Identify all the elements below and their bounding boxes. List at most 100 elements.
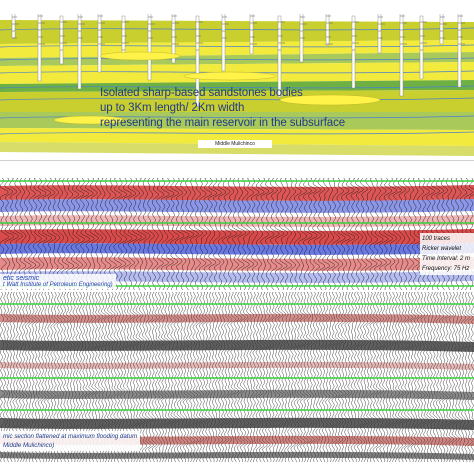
well-log-column [351,15,356,89]
wiggle-trace [241,178,251,290]
wiggle-trace [23,178,32,290]
wiggle-trace [312,292,318,462]
wiggle-trace [198,178,207,290]
wiggle-trace [0,178,9,290]
sandstone-lens [279,94,381,106]
wiggle-trace [435,292,442,462]
wiggle-trace [198,292,205,462]
wiggle-trace [4,178,14,290]
wiggle-trace [258,292,265,462]
wiggle-trace [407,178,416,290]
wiggle-trace [331,178,340,290]
wiggle-trace [227,178,237,290]
wiggle-trace [260,178,270,290]
wiggle-trace [345,178,356,290]
wiggle-trace [379,292,385,462]
wiggle-trace [312,178,322,290]
wiggle-trace [89,178,99,290]
wiggle-trace [303,292,309,462]
wiggle-trace [322,178,330,290]
wiggle-trace [151,178,159,290]
wiggle-trace [236,292,243,462]
wiggle-trace [94,178,103,290]
wiggle-trace [281,292,287,462]
well-log-column [97,9,102,73]
wiggle-trace [192,292,199,462]
wiggle-trace [353,292,360,462]
wiggle-trace [366,292,373,462]
wiggle-trace [404,292,411,462]
wiggle-trace [393,178,402,290]
wiggle-trace [42,178,52,290]
wiggle-trace [293,292,300,462]
wiggle-trace [167,292,174,462]
wiggle-trace [341,292,347,462]
strata-band [0,52,474,66]
wiggle-trace [350,178,360,290]
wiggle-trace [262,292,268,462]
wiggle-trace [364,178,373,290]
wiggle-trace [309,292,315,462]
wiggle-trace [151,292,157,462]
amplitude-band [0,257,474,271]
wiggle-trace [32,178,42,290]
wiggle-trace [336,178,346,290]
wiggle-trace [243,292,249,462]
param-time-interval: Time Interval: 2 m [422,256,470,262]
correlation-surface [0,97,474,101]
wiggle-trace [271,292,278,462]
wiggle-trace [467,292,474,462]
wiggle-trace [461,292,468,462]
wiggle-trace [470,292,474,462]
wiggle-trace [355,178,364,290]
well-log-column [249,9,254,55]
wiggle-trace [445,292,451,462]
wiggle-trace [179,178,190,290]
wiggle-trace [268,292,275,462]
wiggle-trace [222,178,232,290]
wiggle-trace [251,178,260,290]
wiggle-trace [347,292,353,462]
caption-line-3: representing the main reservoir in the s… [100,117,346,129]
wiggle-trace [331,292,338,462]
wiggle-trace [157,292,164,462]
wiggle-trace [401,292,407,462]
synthetic-source: t Watt Institute of Petroleum Engineerin… [3,282,113,288]
wiggle-trace [369,292,376,462]
wiggle-trace [227,292,233,462]
wiggle-trace [160,292,167,462]
wiggle-trace [137,178,147,290]
amplitude-band [0,185,474,201]
wiggle-trace [132,178,142,290]
wiggle-trace [154,292,161,462]
wiggle-trace [146,178,155,290]
wiggle-trace [208,292,215,462]
wiggle-trace [448,292,455,462]
wiggle-trace [369,178,378,290]
wiggle-trace [284,178,292,290]
wiggle-trace [350,292,356,462]
wiggle-trace [13,178,23,290]
wiggle-trace [179,292,186,462]
wiggle-trace [360,292,366,462]
wiggle-trace [388,292,394,462]
wiggle-trace [142,292,148,462]
wiggle-trace [56,178,64,290]
wiggle-trace [113,178,122,290]
wiggle-trace [426,292,433,462]
wiggle-trace [420,292,426,462]
wiggle-trace [236,178,246,290]
synthetic-seismic-label: etic seismic t Watt Institute of Petrole… [0,274,116,289]
wiggle-trace [183,292,189,462]
sandstone-lens [53,115,127,125]
wiggle-trace [277,292,284,462]
wiggle-trace [363,292,370,462]
wiggle-trace [232,178,242,290]
wiggle-trace [224,292,231,462]
wiggle-trace [287,292,293,462]
wiggle-trace [265,292,272,462]
wiggle-trace [265,178,275,290]
cross-section-drawing [0,0,474,156]
wiggle-trace [397,292,404,462]
wiggle-trace [403,178,410,290]
